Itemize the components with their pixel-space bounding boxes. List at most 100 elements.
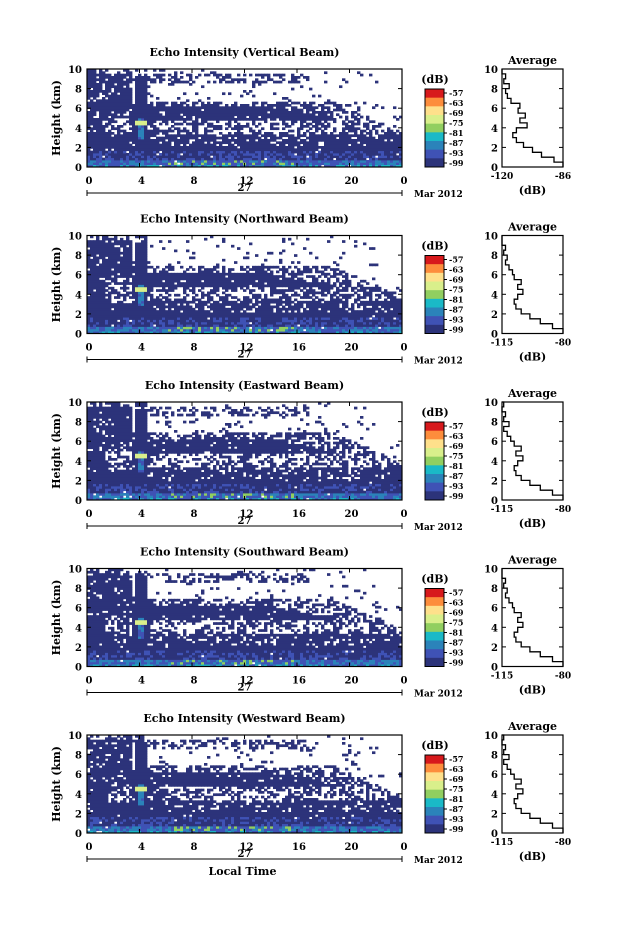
colorbar-tick-label: -87 (449, 138, 463, 148)
profile-y-tick-label: 0 (491, 163, 498, 174)
heatmap (87, 235, 403, 334)
colorbar-segment (425, 465, 444, 475)
colorbar-frame (424, 588, 445, 667)
heatmap (87, 402, 403, 501)
x-tick-label: 4 (138, 842, 145, 853)
profile-y-tick-label: 10 (484, 398, 498, 409)
colorbar-tick-label: -63 (449, 98, 464, 108)
colorbar-segment (425, 798, 444, 808)
colorbar-tick-label: -99 (449, 658, 464, 668)
profile-title: Average (507, 720, 557, 733)
profile-x-tick-label: -120 (491, 172, 514, 182)
colorbar-tick-label: -99 (449, 824, 464, 834)
profile-y-tick-label: 0 (491, 330, 498, 341)
y-tick-label: 10 (68, 65, 82, 76)
profile-y-tick-label: 10 (484, 731, 498, 742)
colorbar-tick-label: -69 (449, 441, 464, 451)
colorbar-tick-label: -69 (449, 774, 464, 784)
y-tick-label: 6 (75, 604, 82, 615)
colorbar-segment (425, 649, 444, 659)
panel-title: Echo Intensity (Vertical Beam) (149, 46, 339, 59)
y-tick-label: 0 (75, 496, 82, 507)
panel-title: Echo Intensity (Southward Beam) (140, 546, 349, 559)
profile-y-tick-label: 4 (491, 623, 498, 634)
y-tick-label: 2 (75, 476, 82, 487)
x-tick-label: 16 (292, 509, 306, 520)
profile-x-tick-label: -86 (555, 172, 571, 182)
profile-x-label: (dB) (519, 684, 546, 697)
colorbar-tick-label: -57 (449, 255, 463, 265)
colorbar-tick-label: -99 (449, 325, 464, 335)
colorbar-unit: (dB) (421, 573, 448, 586)
colorbar-segment (425, 824, 444, 834)
y-tick-label: 0 (75, 829, 82, 840)
x-tick-label: 12 (240, 676, 254, 687)
colorbar-segment (425, 439, 444, 449)
colorbar-tick-label: -57 (449, 88, 463, 98)
profile-x-tick-label: -115 (491, 672, 514, 682)
profile-x-tick-label: -80 (555, 672, 571, 682)
colorbar-tick-label: -75 (449, 285, 463, 295)
colorbar-frame (424, 421, 445, 501)
colorbar: (dB)-57-63-69-75-81-87-93-99 (421, 406, 464, 501)
panel-1: Echo Intensity (Northward Beam) 0 2 4 6 8 10 He… (50, 213, 571, 367)
profile-y-tick-label: 10 (484, 565, 498, 576)
colorbar-segment (425, 281, 444, 291)
month-label: Mar 2012 (414, 690, 463, 700)
colorbar-segment (425, 597, 444, 607)
colorbar-tick-label: -75 (449, 451, 463, 461)
x-tick-label: 0 (86, 176, 93, 187)
month-label: Mar 2012 (414, 357, 463, 367)
x-tick-label: 0 (401, 176, 408, 187)
profile-line (501, 568, 564, 667)
x-tick-label: 16 (292, 676, 306, 687)
profile-title: Average (507, 54, 557, 67)
profile-x-tick-label: -80 (555, 838, 571, 848)
colorbar-segment (425, 264, 444, 274)
month-label: Mar 2012 (414, 856, 463, 866)
x-tick-label: 0 (86, 842, 93, 853)
colorbar-segment (425, 132, 444, 142)
profile-frame (501, 734, 564, 834)
profile-line (501, 401, 564, 500)
colorbar-segment (425, 631, 444, 641)
profile-y-tick-label: 4 (491, 124, 498, 135)
day-label: 27 (238, 849, 252, 860)
y-axis-label: Height (km) (50, 746, 63, 822)
x-tick-label: 8 (191, 343, 198, 354)
x-tick-label: 4 (138, 509, 145, 520)
colorbar-segment (425, 614, 444, 624)
y-tick-label: 6 (75, 770, 82, 781)
colorbar-unit: (dB) (421, 240, 448, 253)
profile-y-tick-label: 10 (484, 232, 498, 243)
profile-y-tick-label: 4 (491, 790, 498, 801)
colorbar-tick-label: -93 (449, 481, 464, 491)
y-tick-label: 10 (68, 731, 82, 742)
x-tick-label: 12 (240, 343, 254, 354)
profile-x-label: (dB) (519, 850, 546, 863)
x-tick-label: 0 (401, 343, 408, 354)
month-label: Mar 2012 (414, 523, 463, 533)
y-axis-label: Height (km) (50, 413, 63, 489)
x-tick-label: 0 (86, 676, 93, 687)
colorbar-tick-label: -93 (449, 315, 464, 325)
colorbar-unit: (dB) (421, 73, 448, 86)
average-profile: Average 0 2 4 6 8 10 -115 -80 (dB) (484, 221, 571, 364)
x-tick-label: 4 (138, 343, 145, 354)
profile-y-tick-label: 4 (491, 457, 498, 468)
y-tick-label: 6 (75, 104, 82, 115)
colorbar-segment (425, 763, 444, 773)
colorbar-tick-label: -81 (449, 295, 463, 305)
month-label: Mar 2012 (414, 190, 463, 200)
colorbar: (dB)-57-63-69-75-81-87-93-99 (421, 240, 464, 335)
colorbar-tick-label: -69 (449, 608, 464, 618)
profile-y-tick-label: 8 (491, 251, 498, 262)
colorbar-tick-label: -75 (449, 784, 463, 794)
profile-x-label: (dB) (519, 184, 546, 197)
profile-x-label: (dB) (519, 351, 546, 364)
colorbar-tick-label: -87 (449, 804, 463, 814)
profile-x-tick-label: -115 (491, 505, 514, 515)
y-tick-label: 0 (75, 663, 82, 674)
colorbar-segment (425, 605, 444, 615)
